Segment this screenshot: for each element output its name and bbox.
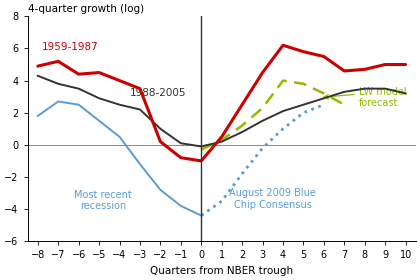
Text: August 2009 Blue
Chip Consensus: August 2009 Blue Chip Consensus xyxy=(229,188,316,210)
X-axis label: Quarters from NBER trough: Quarters from NBER trough xyxy=(150,266,293,276)
Text: Most recent
recession: Most recent recession xyxy=(74,190,132,211)
Text: LW model
forecast: LW model forecast xyxy=(359,87,406,108)
Text: 4-quarter growth (log): 4-quarter growth (log) xyxy=(28,4,144,14)
Text: 1988-2005: 1988-2005 xyxy=(130,88,186,98)
Text: 1959-1987: 1959-1987 xyxy=(42,42,99,52)
